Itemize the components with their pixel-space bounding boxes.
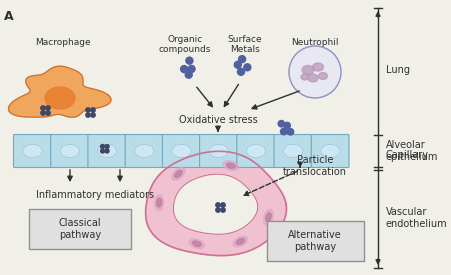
Ellipse shape — [318, 73, 327, 79]
FancyBboxPatch shape — [162, 134, 200, 167]
Circle shape — [185, 71, 192, 78]
FancyBboxPatch shape — [14, 134, 51, 167]
Circle shape — [280, 128, 286, 135]
Text: A: A — [4, 10, 14, 23]
Ellipse shape — [171, 168, 185, 180]
Ellipse shape — [174, 170, 182, 177]
FancyBboxPatch shape — [88, 134, 125, 167]
Ellipse shape — [23, 144, 42, 158]
Circle shape — [220, 203, 225, 207]
FancyBboxPatch shape — [199, 134, 237, 167]
Text: Surface
Metals: Surface Metals — [227, 35, 262, 54]
Text: Organic
compounds: Organic compounds — [158, 35, 211, 54]
Circle shape — [283, 122, 290, 129]
FancyBboxPatch shape — [236, 134, 274, 167]
Ellipse shape — [45, 87, 75, 109]
Ellipse shape — [283, 144, 302, 158]
Circle shape — [220, 208, 225, 212]
Circle shape — [215, 203, 220, 207]
Ellipse shape — [246, 144, 265, 158]
Polygon shape — [173, 174, 257, 234]
Circle shape — [105, 149, 109, 153]
Ellipse shape — [156, 198, 161, 207]
Circle shape — [46, 106, 50, 110]
FancyBboxPatch shape — [29, 209, 131, 249]
Ellipse shape — [226, 163, 235, 168]
Circle shape — [41, 106, 45, 110]
Circle shape — [86, 113, 90, 117]
FancyBboxPatch shape — [273, 134, 311, 167]
Circle shape — [243, 64, 250, 71]
Text: Particle
translocation: Particle translocation — [282, 155, 346, 177]
Ellipse shape — [134, 144, 154, 158]
Ellipse shape — [307, 74, 318, 82]
Circle shape — [287, 129, 293, 135]
Circle shape — [237, 68, 244, 75]
Ellipse shape — [192, 241, 201, 247]
Ellipse shape — [263, 209, 273, 225]
Text: Alternative
pathway: Alternative pathway — [287, 230, 341, 252]
FancyBboxPatch shape — [125, 134, 162, 167]
Ellipse shape — [236, 238, 244, 244]
Text: Alveolar
epithelium: Alveolar epithelium — [385, 140, 437, 162]
Circle shape — [100, 149, 104, 153]
Ellipse shape — [171, 144, 191, 158]
Circle shape — [277, 120, 284, 127]
FancyBboxPatch shape — [267, 221, 363, 261]
Circle shape — [91, 108, 95, 112]
Ellipse shape — [189, 239, 204, 249]
Circle shape — [188, 65, 195, 72]
Circle shape — [238, 56, 245, 63]
Ellipse shape — [97, 144, 116, 158]
Circle shape — [100, 144, 104, 148]
Text: Lung: Lung — [385, 65, 409, 75]
Circle shape — [288, 46, 340, 98]
Circle shape — [91, 113, 95, 117]
Polygon shape — [145, 151, 286, 255]
Ellipse shape — [60, 144, 79, 158]
Ellipse shape — [300, 74, 308, 80]
Text: Inflammatory mediators: Inflammatory mediators — [36, 190, 154, 200]
FancyBboxPatch shape — [311, 134, 348, 167]
Circle shape — [180, 65, 187, 73]
Circle shape — [234, 61, 241, 68]
Circle shape — [46, 111, 50, 115]
Circle shape — [105, 144, 109, 148]
Ellipse shape — [320, 144, 339, 158]
Circle shape — [41, 111, 45, 115]
Ellipse shape — [312, 63, 323, 71]
Text: Capillary: Capillary — [385, 150, 428, 160]
Circle shape — [215, 208, 220, 212]
Ellipse shape — [265, 213, 271, 221]
Circle shape — [86, 108, 90, 112]
Ellipse shape — [301, 65, 313, 75]
Ellipse shape — [208, 144, 228, 158]
Text: Oxidative stress: Oxidative stress — [178, 115, 257, 125]
Ellipse shape — [223, 161, 238, 170]
Ellipse shape — [154, 195, 163, 211]
Text: Macrophage: Macrophage — [35, 38, 91, 47]
Text: Vascular
endothelium: Vascular endothelium — [385, 207, 446, 229]
Ellipse shape — [232, 236, 247, 247]
FancyBboxPatch shape — [51, 134, 88, 167]
Text: Neutrophil: Neutrophil — [290, 38, 338, 47]
Circle shape — [185, 57, 193, 64]
Polygon shape — [9, 66, 111, 117]
Text: Classical
pathway: Classical pathway — [59, 218, 101, 240]
